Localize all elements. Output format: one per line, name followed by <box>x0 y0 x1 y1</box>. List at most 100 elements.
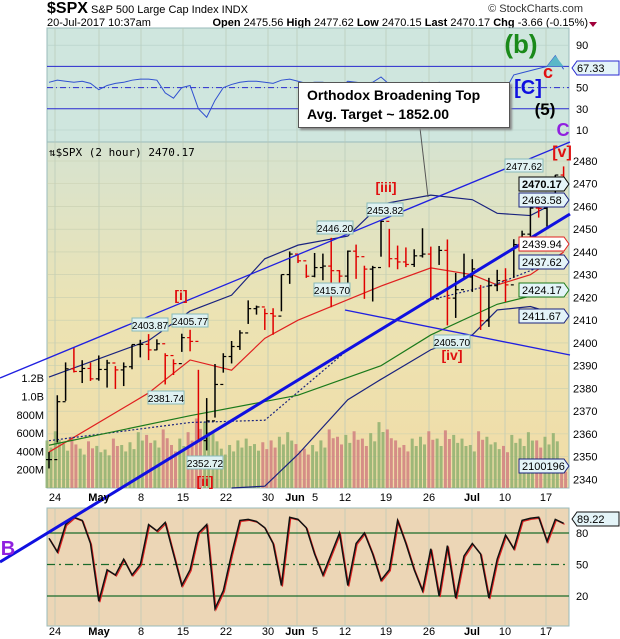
price-tick-label: 2480 <box>573 156 597 168</box>
volume-bar <box>506 452 509 488</box>
volume-bar <box>103 449 107 488</box>
volume-bar <box>244 438 248 488</box>
date-tick-label: 5 <box>312 492 318 504</box>
volume-bar <box>82 454 86 488</box>
date-tick-label: 19 <box>380 492 392 504</box>
date-tick-label: 30 <box>262 626 274 638</box>
rsi-tick-label: 50 <box>576 83 588 95</box>
volume-bar <box>91 448 94 488</box>
wave-label: c <box>543 62 553 82</box>
volume-bar <box>364 446 368 488</box>
volume-bar <box>132 449 136 488</box>
volume-bar <box>294 444 298 488</box>
value-tag-box <box>518 236 570 252</box>
date-tick-label: 10 <box>499 492 511 504</box>
date-tick-label: 12 <box>339 626 351 638</box>
price-tick-label: 2400 <box>573 338 597 350</box>
price-tick-label: 2370 <box>573 406 597 418</box>
chg-value: -3.66 (-0.15%) <box>517 17 588 29</box>
price-tick-label: 2440 <box>573 247 597 259</box>
volume-bar <box>311 444 315 488</box>
volume-tick-label: 600M <box>16 428 44 440</box>
volume-bar <box>410 438 414 488</box>
wave-label: [iv] <box>442 347 463 363</box>
rsi-value-tag: 67.33 <box>577 63 605 75</box>
descending-trendline <box>344 309 571 356</box>
volume-bar <box>298 450 302 488</box>
volume-bar <box>464 446 468 488</box>
symbol: $SPX <box>47 0 88 17</box>
osc-line <box>48 516 564 612</box>
volume-bar <box>145 434 149 488</box>
volume-tick-label: 800M <box>16 410 44 422</box>
volume-bar <box>323 447 327 488</box>
price-callout-box <box>171 313 209 328</box>
value-tag: 2439.94 <box>522 239 562 251</box>
volume-bar <box>373 441 377 488</box>
volume-bar <box>253 444 256 488</box>
price-panel <box>46 141 570 489</box>
volume-bar <box>302 448 306 488</box>
volume-bar <box>460 438 464 488</box>
price-tick-label: 2470 <box>573 179 597 191</box>
volume-bar <box>128 442 132 488</box>
volume-tick-label: 400M <box>16 446 44 458</box>
rsi-tick-label: 10 <box>576 125 588 137</box>
annotation-line1: Orthodox Broadening Top <box>307 87 481 103</box>
price-tick-label: 2380 <box>573 383 597 395</box>
value-tag: 2470.17 <box>522 179 562 191</box>
volume-bar <box>99 452 103 488</box>
volume-bar <box>431 439 435 488</box>
low-label: Low <box>356 17 379 29</box>
date-tick-label: 12 <box>339 492 351 504</box>
volume-bar <box>369 433 373 488</box>
volume-bar <box>394 440 398 488</box>
price-tick-label: 2350 <box>573 452 597 464</box>
volume-bar <box>485 436 489 488</box>
price-callout: 2405.70 <box>434 338 471 349</box>
price-callout: 2453.82 <box>367 206 404 217</box>
volume-bar <box>348 442 352 488</box>
volume-bar <box>203 422 207 488</box>
exchange: INDX <box>221 4 248 16</box>
value-tag-box <box>518 254 570 270</box>
volume-tick-label: 1.2B <box>21 373 44 385</box>
value-tag-box <box>518 176 570 192</box>
volume-bar <box>319 440 323 488</box>
broadening-lower-trendline <box>0 212 571 564</box>
osc-tick-label: 80 <box>576 528 588 540</box>
volume-bar <box>290 440 294 488</box>
price-tick-label: 2460 <box>573 201 597 213</box>
price-callout-box <box>433 334 471 349</box>
rsi-overbought-fill <box>547 55 564 67</box>
volume-bar <box>161 429 165 488</box>
volume-bar <box>182 446 186 488</box>
chart-heading: $SPX S&P 500 Large Cap Index INDX <box>47 0 248 19</box>
volume-bar <box>87 441 90 488</box>
value-tag-box <box>518 308 570 324</box>
volume-bar <box>340 444 343 488</box>
value-tag-box <box>518 192 570 208</box>
volume-bar <box>269 440 273 488</box>
volume-bar <box>564 471 568 488</box>
volume-bar <box>248 446 252 488</box>
volume-bar <box>377 422 381 488</box>
price-title: ⇅$SPX (2 hour) 2470.17 <box>49 146 195 159</box>
volume-bar <box>178 438 182 488</box>
wave-label: (5) <box>535 100 556 119</box>
value-tag: 2411.67 <box>522 311 561 323</box>
volume-bar <box>344 434 348 488</box>
value-tag-box <box>518 282 570 298</box>
value-tag: 2437.62 <box>522 257 562 269</box>
volume-bar <box>236 440 240 488</box>
date-tick-label: Jul <box>464 492 480 504</box>
volume-bar <box>240 447 244 488</box>
sort-icon: ⇅ <box>49 146 56 159</box>
price-callout: 2446.20 <box>317 224 354 235</box>
volume-bar <box>414 446 418 488</box>
value-tag: 2100196 <box>522 461 565 473</box>
rsi-tick-label: 30 <box>576 104 588 116</box>
broadening-upper-trendline <box>0 141 571 379</box>
last-value: 2470.17 <box>450 17 491 29</box>
